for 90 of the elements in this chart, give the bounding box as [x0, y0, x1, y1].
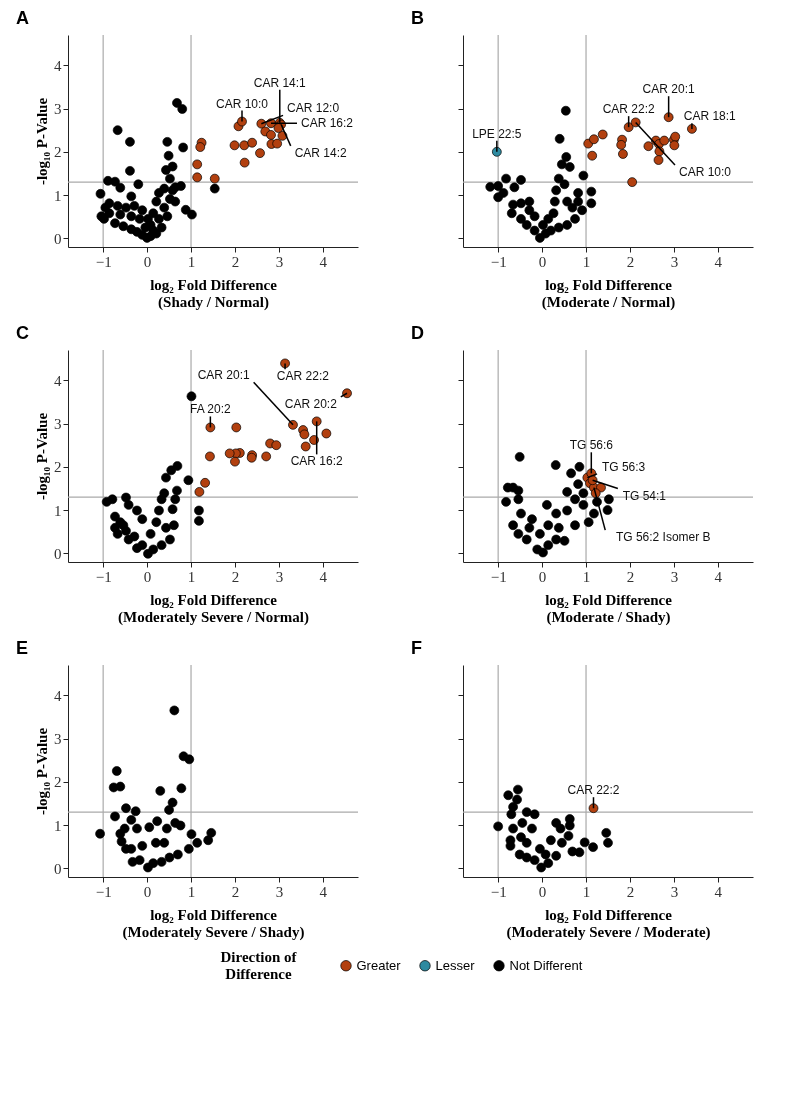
x-tick-label: −1 [490, 568, 507, 585]
annotation: CAR 20:1 [197, 368, 251, 383]
annotation: CAR 22:2 [567, 783, 620, 798]
x-tick-label: 0 [143, 883, 152, 900]
y-tick-label: 2 [54, 144, 62, 161]
annotation: CAR 12:0 [287, 101, 340, 116]
annotation: TG 56:2 Isomer B [615, 530, 711, 545]
y-tick-label: 1 [54, 502, 62, 519]
x-tick-label: 1 [582, 883, 591, 900]
x-axis-title: log₂ Fold Difference (Moderately Severe / Normal) [118, 591, 309, 626]
legend-label: Lesser [435, 957, 476, 973]
legend-label: Greater [356, 957, 402, 973]
x-tick-label: 3 [275, 883, 284, 900]
x-tick-label: 2 [626, 883, 635, 900]
x-tick-label: −1 [490, 253, 507, 270]
x-tick-label: 4 [714, 883, 723, 900]
x-axis-title: log₂ Fold Difference (Shady / Normal) [150, 276, 278, 311]
x-tick-label: 0 [143, 253, 152, 270]
y-tick-label: 2 [54, 774, 62, 791]
y-tick-label: 3 [54, 416, 62, 433]
x-axis-title: log₂ Fold Difference (Moderate / Shady) [545, 591, 673, 626]
annotation: CAR 18:1 [683, 109, 737, 124]
x-tick-label: 2 [626, 568, 635, 585]
y-tick-label: 3 [54, 101, 62, 118]
x-tick-label: 2 [231, 568, 240, 585]
annotation: CAR 14:2 [294, 145, 348, 160]
annotation: CAR 20:2 [284, 396, 338, 411]
x-axis-title: log₂ Fold Difference (Moderate / Normal) [541, 276, 676, 311]
x-tick-label: 3 [670, 568, 679, 585]
y-tick-label: 1 [54, 187, 62, 204]
x-tick-label: 3 [670, 253, 679, 270]
x-tick-label: 4 [319, 883, 328, 900]
x-tick-label: −1 [95, 568, 112, 585]
annotation: TG 56:3 [601, 459, 646, 474]
annotation: CAR 22:2 [602, 102, 655, 117]
y-axis-title: -log₁₀ P-Value [34, 97, 50, 186]
chart-title: B [411, 8, 424, 29]
y-axis-title: -log₁₀ P-Value [34, 412, 50, 501]
x-tick-label: −1 [95, 883, 112, 900]
y-tick-label: 0 [54, 230, 62, 247]
x-tick-label: 3 [670, 883, 679, 900]
annotation: TG 56:6 [569, 438, 614, 453]
y-tick-label: 0 [54, 860, 62, 877]
x-tick-label: 4 [714, 253, 723, 270]
y-tick-label: 2 [54, 459, 62, 476]
annotation: CAR 10:0 [678, 164, 732, 179]
x-tick-label: 4 [319, 568, 328, 585]
x-tick-label: 3 [275, 568, 284, 585]
x-tick-label: 1 [582, 253, 591, 270]
annotation: CAR 22:2 [276, 369, 330, 384]
y-tick-label: 4 [54, 57, 62, 74]
x-tick-label: 2 [231, 253, 240, 270]
x-tick-label: 4 [714, 568, 723, 585]
x-axis-title: log₂ Fold Difference (Moderately Severe / Shady) [122, 906, 305, 941]
x-tick-label: 1 [187, 253, 196, 270]
annotation: LPE 22:5 [472, 126, 522, 141]
annotation: CAR 16:2 [300, 116, 354, 131]
x-tick-label: 1 [187, 568, 196, 585]
annotation: CAR 16:2 [290, 454, 344, 469]
x-tick-label: 1 [187, 883, 196, 900]
x-tick-label: 2 [231, 883, 240, 900]
annotation: CAR 10:0 [215, 96, 269, 111]
y-axis-title: -log₁₀ P-Value [34, 727, 50, 816]
annotation: CAR 14:1 [253, 75, 307, 90]
chart-title: A [16, 8, 29, 29]
x-tick-label: −1 [95, 253, 112, 270]
x-tick-label: 1 [582, 568, 591, 585]
annotation: CAR 20:1 [642, 82, 695, 97]
x-tick-label: 4 [319, 253, 328, 270]
chart-title: D [411, 323, 424, 344]
annotation: TG 54:1 [622, 488, 667, 503]
y-tick-label: 0 [54, 545, 62, 562]
chart-title: F [411, 638, 422, 659]
x-tick-label: 0 [538, 253, 547, 270]
x-tick-label: 0 [538, 568, 547, 585]
x-tick-label: −1 [490, 883, 507, 900]
legend-label: Not Different [509, 957, 583, 973]
chart-title: E [16, 638, 29, 659]
y-tick-label: 4 [54, 687, 62, 704]
x-tick-label: 3 [275, 253, 284, 270]
y-tick-label: 4 [54, 372, 62, 389]
y-tick-label: 1 [54, 817, 62, 834]
chart-title: C [16, 323, 29, 344]
annotation: FA 20:2 [190, 402, 232, 417]
y-tick-label: 3 [54, 731, 62, 748]
x-tick-label: 0 [538, 883, 547, 900]
x-tick-label: 2 [626, 253, 635, 270]
x-axis-title: log₂ Fold Difference (Moderately Severe / Moderate) [506, 906, 711, 941]
x-tick-label: 0 [143, 568, 152, 585]
legend-title: Direction of Difference [220, 949, 298, 982]
